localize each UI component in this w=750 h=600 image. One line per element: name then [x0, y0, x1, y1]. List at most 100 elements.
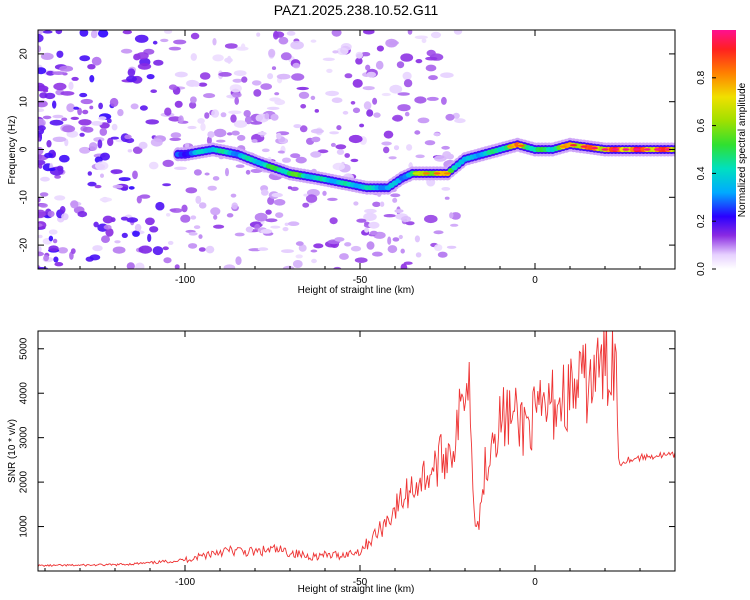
noise-blob	[364, 227, 369, 233]
noise-blob	[282, 227, 289, 232]
noise-blob	[388, 40, 399, 46]
noise-blob	[287, 221, 300, 226]
noise-blob	[39, 203, 48, 208]
noise-blob	[282, 265, 295, 269]
noise-blob	[205, 245, 215, 254]
noise-blob	[52, 238, 58, 244]
noise-blob	[70, 248, 76, 255]
ridge-peak	[591, 146, 598, 150]
noise-blob	[58, 154, 70, 163]
noise-blob	[331, 30, 342, 37]
noise-blob	[414, 235, 420, 243]
noise-blob	[193, 225, 201, 230]
y-tick-label: -20	[19, 237, 30, 252]
noise-blob	[407, 30, 413, 35]
noise-blob	[48, 229, 58, 235]
noise-blob	[231, 130, 240, 136]
noise-blob	[329, 131, 339, 135]
x-tick-label: 0	[532, 577, 538, 588]
noise-blob	[38, 234, 43, 239]
noise-blob	[181, 204, 188, 213]
noise-blob	[403, 261, 413, 265]
noise-blob	[310, 95, 316, 100]
noise-blob	[59, 206, 66, 214]
noise-blob	[110, 136, 120, 140]
ridge-peak	[412, 172, 420, 175]
noise-blob	[190, 53, 197, 61]
noise-blob	[421, 38, 427, 44]
noise-blob	[275, 212, 284, 219]
y-tick-label: 5000	[19, 337, 30, 360]
noise-blob	[212, 54, 224, 62]
noise-blob	[387, 245, 398, 254]
noise-blob	[106, 118, 112, 124]
noise-blob	[150, 89, 157, 93]
noise-blob	[138, 141, 148, 149]
noise-blob	[230, 114, 237, 123]
noise-blob	[190, 32, 200, 40]
spectrogram-ylabel: Frequency (Hz)	[7, 116, 18, 185]
noise-blob	[334, 237, 345, 242]
snr-plot-area	[38, 331, 675, 571]
noise-blob	[121, 232, 128, 238]
noise-blob	[212, 176, 220, 181]
noise-blob	[366, 109, 374, 117]
noise-blob	[180, 214, 191, 223]
noise-blob	[207, 131, 215, 138]
noise-blob	[87, 181, 97, 187]
colorbar: 0.0 0.2 0.4 0.6 0.8 Normalized spectral ampl…	[696, 30, 748, 276]
noise-blob	[120, 216, 129, 221]
noise-blob	[153, 59, 164, 66]
noise-blob	[220, 112, 227, 118]
noise-blob	[292, 260, 303, 268]
noise-blob	[206, 136, 212, 145]
noise-blob	[38, 196, 41, 203]
noise-blob	[193, 169, 202, 176]
noise-blob	[211, 109, 220, 118]
noise-blob	[109, 97, 119, 107]
noise-blob	[397, 92, 410, 96]
noise-blob	[234, 97, 239, 105]
noise-blob	[46, 140, 52, 148]
noise-blob	[379, 201, 385, 207]
x-tick-label: -100	[175, 577, 195, 588]
noise-blob	[174, 71, 188, 78]
noise-blob	[204, 112, 210, 119]
noise-blob	[71, 76, 79, 81]
noise-blob	[174, 166, 187, 170]
noise-blob	[70, 116, 80, 120]
noise-blob	[273, 199, 286, 206]
noise-blob	[79, 132, 85, 137]
noise-blob	[417, 117, 430, 124]
noise-blob	[231, 92, 242, 98]
noise-blob	[245, 226, 254, 233]
noise-blob	[99, 197, 112, 202]
noise-blob	[383, 146, 390, 154]
noise-blob	[348, 134, 363, 144]
noise-blob	[167, 240, 174, 245]
ridge-peak	[433, 172, 441, 175]
noise-blob	[101, 235, 110, 243]
noise-blob	[284, 222, 289, 226]
noise-blob	[373, 112, 381, 118]
noise-blob	[38, 133, 43, 138]
noise-blob	[169, 137, 182, 141]
noise-blob	[147, 233, 152, 243]
noise-blob	[372, 251, 383, 257]
noise-blob	[126, 262, 135, 269]
noise-blob	[352, 79, 363, 88]
noise-blob	[433, 132, 441, 137]
noise-blob	[111, 123, 118, 131]
snr-line	[38, 331, 675, 568]
noise-blob	[54, 175, 61, 179]
noise-blob	[403, 79, 413, 88]
noise-blob	[310, 39, 317, 43]
noise-blob	[450, 223, 459, 227]
noise-blob	[93, 221, 99, 228]
noise-blob	[454, 118, 466, 124]
noise-blob	[190, 96, 197, 104]
ridge-peak	[622, 148, 630, 151]
chart-title: PAZ1.2025.238.10.52.G11	[274, 2, 439, 18]
noise-blob	[365, 64, 371, 71]
noise-blob	[415, 252, 422, 258]
